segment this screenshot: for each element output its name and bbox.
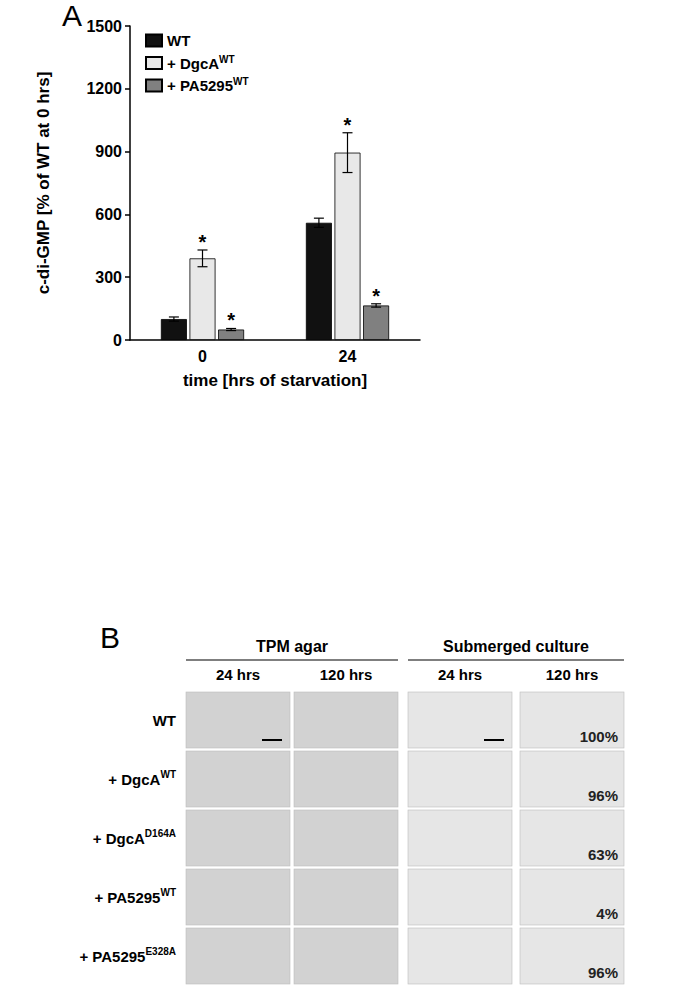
svg-text:+ PA5295E328A: + PA5295E328A bbox=[79, 946, 176, 965]
svg-text:1200: 1200 bbox=[86, 80, 122, 97]
svg-text:time [hrs of starvation]: time [hrs of starvation] bbox=[183, 371, 367, 390]
svg-text:WT: WT bbox=[167, 32, 190, 49]
svg-text:0: 0 bbox=[113, 332, 122, 349]
svg-text:TPM agar: TPM agar bbox=[256, 638, 328, 655]
svg-text:WT: WT bbox=[219, 54, 235, 65]
svg-text:WT: WT bbox=[233, 76, 249, 87]
svg-text:24 hrs: 24 hrs bbox=[216, 666, 260, 683]
svg-text:WT: WT bbox=[153, 712, 176, 729]
svg-text:+ DgcAD164A: + DgcAD164A bbox=[93, 828, 176, 847]
svg-text:96%: 96% bbox=[588, 964, 618, 981]
svg-text:+ DgcA: + DgcA bbox=[167, 55, 219, 72]
svg-text:600: 600 bbox=[95, 206, 122, 223]
svg-text:100%: 100% bbox=[580, 728, 618, 745]
svg-text:0: 0 bbox=[198, 348, 207, 365]
svg-text:+ DgcAWT: + DgcAWT bbox=[108, 769, 176, 788]
svg-text:96%: 96% bbox=[588, 787, 618, 804]
svg-text:63%: 63% bbox=[588, 846, 618, 863]
svg-text:+ PA5295: + PA5295 bbox=[167, 77, 233, 94]
svg-text:1500: 1500 bbox=[86, 18, 122, 35]
svg-text:+ PA5295WT: + PA5295WT bbox=[94, 887, 176, 906]
svg-text:4%: 4% bbox=[596, 905, 618, 922]
svg-text:120 hrs: 120 hrs bbox=[320, 666, 373, 683]
svg-text:c-di-GMP [% of WT at 0 hrs]: c-di-GMP [% of WT at 0 hrs] bbox=[34, 72, 53, 295]
svg-text:*: * bbox=[344, 114, 352, 136]
svg-text:*: * bbox=[227, 309, 235, 331]
svg-text:24: 24 bbox=[339, 348, 357, 365]
svg-text:A: A bbox=[62, 0, 82, 32]
svg-text:120 hrs: 120 hrs bbox=[546, 666, 599, 683]
svg-text:300: 300 bbox=[95, 269, 122, 286]
svg-text:900: 900 bbox=[95, 143, 122, 160]
svg-text:*: * bbox=[372, 285, 380, 307]
svg-text:24 hrs: 24 hrs bbox=[438, 666, 482, 683]
svg-text:B: B bbox=[100, 621, 120, 654]
svg-text:Submerged culture: Submerged culture bbox=[443, 638, 589, 655]
svg-text:*: * bbox=[199, 231, 207, 253]
